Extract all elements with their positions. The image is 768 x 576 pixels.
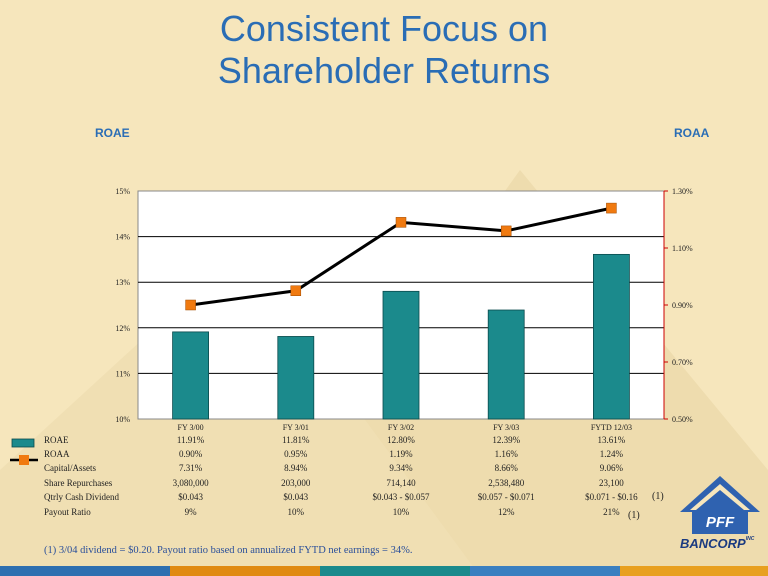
title-line-1: Consistent Focus on (219, 8, 549, 49)
left-tick-label: 11% (116, 369, 131, 378)
category-label: FYTD 12/03 (591, 423, 632, 432)
legend-roae-swatch (11, 438, 35, 448)
logo-suffix: INC (745, 536, 755, 542)
category-label: FY 3/01 (283, 423, 309, 432)
right-tick-label: 1.30% (672, 187, 693, 196)
category-label: FY 3/02 (388, 423, 414, 432)
right-tick-label: 0.90% (672, 301, 693, 310)
page-title: Consistent Focus on Shareholder Returns (0, 8, 768, 92)
stripe-orange (170, 566, 320, 576)
category-label: FY 3/03 (493, 423, 519, 432)
left-axis-title: ROAE (95, 126, 130, 140)
left-tick-label: 14% (115, 233, 130, 242)
logo-name-text: BANCORP (680, 536, 746, 551)
left-tick-label: 15% (115, 187, 130, 196)
roae-bar (487, 309, 525, 420)
left-tick-label: 12% (115, 324, 130, 333)
stripe-lightblue (470, 566, 620, 576)
right-tick-label: 1.10% (672, 244, 693, 253)
left-tick-label: 13% (115, 278, 130, 287)
right-axis-title: ROAA (674, 126, 710, 140)
roaa-marker (185, 299, 196, 311)
roaa-marker (500, 225, 512, 237)
stripe-gold (620, 566, 768, 576)
roae-bar (172, 331, 210, 420)
roae-bar (382, 290, 420, 420)
right-tick-label: 0.50% (672, 415, 693, 424)
right-tick-label: 0.70% (672, 358, 693, 367)
left-tick-label: 10% (115, 415, 130, 424)
roae-bar (277, 336, 315, 420)
logo-name: BANCORPINC (680, 536, 754, 551)
pff-logo-icon (680, 476, 760, 534)
logo-mark: PFF (705, 514, 735, 531)
footnote: (1) 3/04 dividend = $0.20. Payout ratio … (44, 545, 413, 556)
stripe-teal (320, 566, 470, 576)
roaa-marker (395, 217, 407, 228)
roaa-marker (290, 285, 302, 296)
title-line-2: Shareholder Returns (217, 50, 551, 91)
roae-bar (593, 253, 630, 420)
roaa-marker (606, 202, 617, 214)
category-label: FY 3/00 (178, 423, 204, 432)
stripe-blue (0, 566, 170, 576)
legend-roaa-marker (19, 455, 29, 465)
